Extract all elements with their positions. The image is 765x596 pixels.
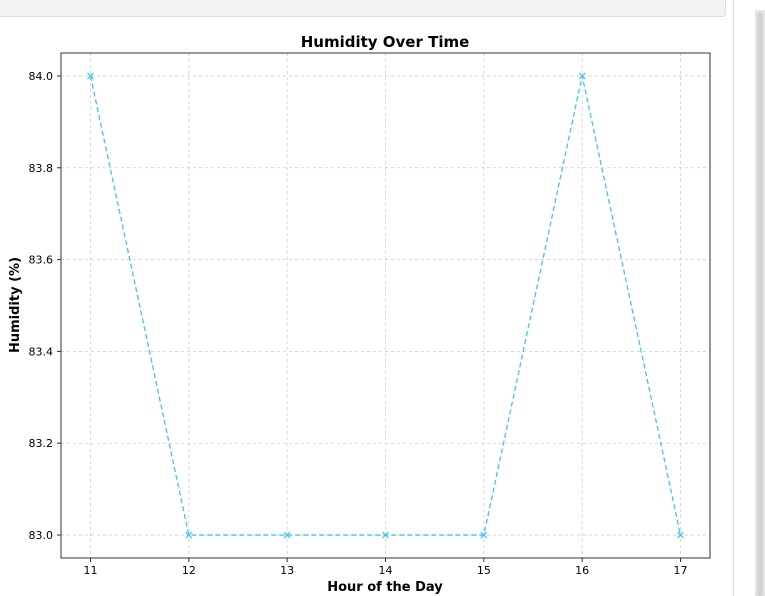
top-toolbar xyxy=(0,0,726,17)
series-layer xyxy=(87,72,684,539)
right-panel-edge xyxy=(733,0,756,596)
y-tick-label: 84.0 xyxy=(29,70,54,83)
y-tick-label: 83.4 xyxy=(29,345,54,358)
x-axis-label: Hour of the Day xyxy=(327,580,443,595)
x-tick-label: 11 xyxy=(84,564,98,577)
data-point-marker xyxy=(480,531,488,539)
x-tick-label: 13 xyxy=(280,564,294,577)
data-point-marker xyxy=(382,531,389,539)
x-tick-label: 17 xyxy=(674,564,688,577)
x-tick-label: 16 xyxy=(575,564,589,577)
data-point-marker xyxy=(87,72,94,80)
x-tick-label: 14 xyxy=(379,564,393,577)
data-point-marker xyxy=(185,531,193,539)
y-tick-label: 83.2 xyxy=(29,437,54,450)
y-tick-label: 83.8 xyxy=(29,162,54,175)
data-point-marker xyxy=(283,531,291,539)
x-tick-label: 12 xyxy=(182,564,196,577)
x-tick-label: 15 xyxy=(477,564,491,577)
data-point-marker xyxy=(677,531,684,539)
chart-svg: 11 12 13 14 15 16 17 83.0 83.2 83.4 83.6 83.8 84.0 H… xyxy=(8,33,711,595)
chart-title: Humidity Over Time xyxy=(301,33,470,51)
y-tick-label: 83.0 xyxy=(29,529,54,542)
data-point-marker xyxy=(578,72,586,80)
y-axis-label: Humidity (%) xyxy=(8,257,23,353)
grid xyxy=(61,53,710,558)
scrollbar-thumb[interactable] xyxy=(757,12,763,596)
y-tick-label: 83.6 xyxy=(29,254,54,267)
axis-ticks: 11 12 13 14 15 16 17 83.0 83.2 83.4 83.6 83.8 84.0 xyxy=(29,70,688,577)
